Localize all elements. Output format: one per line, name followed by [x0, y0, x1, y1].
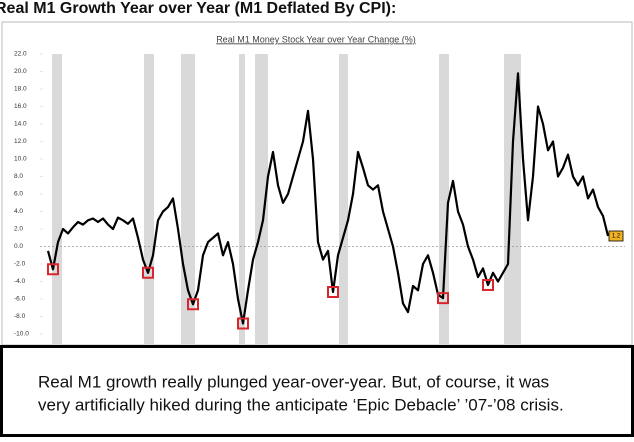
recession-band — [239, 54, 245, 344]
low-marker — [237, 317, 249, 330]
recession-bands — [52, 54, 521, 344]
recession-band — [52, 54, 62, 344]
recession-band — [255, 54, 268, 344]
y-tick-label: 22.0 — [14, 51, 27, 58]
y-tick-label: -4.0 — [14, 278, 26, 285]
y-tick-label: 10.0 — [14, 156, 27, 163]
low-marker — [482, 279, 494, 291]
recession-band — [339, 54, 348, 344]
chart-frame — [1, 21, 633, 346]
recession-band — [439, 54, 449, 344]
y-tick-label: 12.0 — [14, 138, 27, 145]
y-tick-label: 18.0 — [14, 86, 27, 93]
y-tick-label: -2.0 — [14, 261, 26, 268]
low-marker — [142, 266, 154, 279]
caption-line: Real M1 growth really plunged year-over-… — [38, 372, 549, 391]
y-tick-label: -8.0 — [14, 313, 26, 320]
low-marker — [437, 292, 449, 305]
low-marker — [187, 298, 199, 311]
y-tick-label: 6.0 — [14, 191, 23, 198]
y-tick-label: -10.0 — [14, 331, 29, 338]
low-marker — [47, 263, 59, 276]
y-tick-label: 2.0 — [14, 226, 23, 233]
y-tick-label: 0.0 — [14, 243, 23, 250]
recession-band — [144, 54, 154, 344]
y-tick-label: 4.0 — [14, 208, 23, 215]
y-tick-label: -6.0 — [14, 296, 26, 303]
plot: 22.0 20.0 18.0 16.0 14.0 12.0 10.0 8.0 6.0 4.0 2.0… — [14, 51, 625, 338]
chart-title: Real M1 Money Stock Year over Year Chang… — [216, 34, 416, 44]
y-tick-label: 16.0 — [14, 103, 27, 110]
end-label: 1.2 — [612, 234, 621, 240]
heading: Real M1 Growth Year over Year (M1 Deflat… — [0, 0, 396, 17]
y-tick-label: 8.0 — [14, 173, 23, 180]
end-label-box — [608, 230, 624, 242]
caption-box — [0, 345, 634, 437]
y-tick-label: 20.0 — [14, 68, 27, 75]
low-marker — [327, 286, 339, 298]
line — [46, 72, 610, 325]
recession-band — [504, 54, 521, 344]
caption-line: very artificially hiked during the antic… — [38, 395, 564, 414]
y-tick-label: 14.0 — [14, 121, 27, 128]
